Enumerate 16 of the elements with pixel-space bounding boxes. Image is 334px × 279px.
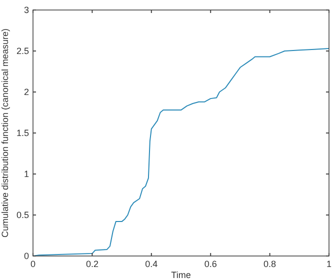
y-tick-label: 2 (24, 87, 29, 97)
line-series (32, 48, 330, 256)
y-tick-label: 0 (24, 251, 29, 261)
x-axis-title: Time (171, 270, 191, 279)
x-tick-label: 0 (30, 259, 36, 269)
y-tick-label: 3 (24, 5, 29, 15)
x-tick-label: 0.8 (264, 259, 276, 269)
y-tick-label: 0.5 (16, 210, 29, 220)
y-tick-label: 2.5 (16, 46, 29, 56)
y-axis-title: Cumulative distribution function (canonical measure) (0, 28, 10, 238)
y-tick-label: 1.5 (16, 128, 29, 138)
x-tick-label: 0.2 (86, 259, 98, 269)
y-tick-label: 1 (24, 169, 29, 179)
x-tick-label: 0.4 (145, 259, 158, 269)
x-tick-label: 0.6 (204, 259, 217, 269)
x-tick-label: 1 (326, 259, 332, 269)
